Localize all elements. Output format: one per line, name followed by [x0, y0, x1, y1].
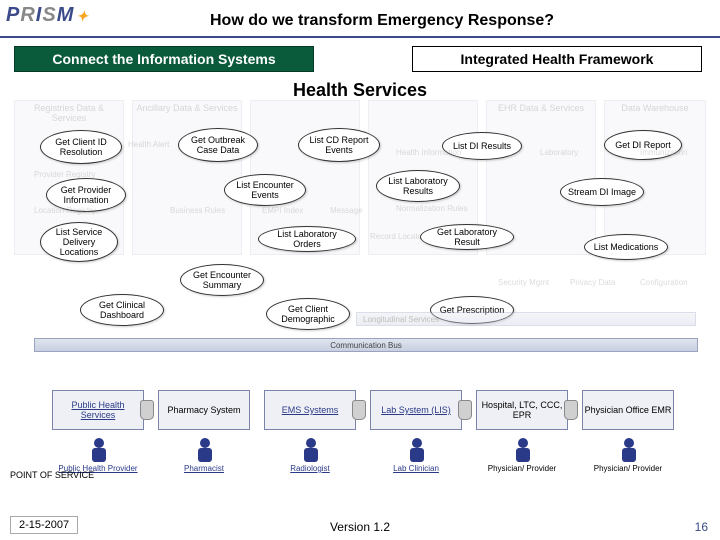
- faint-location-reg: Location Registry: [34, 206, 96, 215]
- role-lab-clinician[interactable]: Lab Clinician: [370, 464, 462, 473]
- svc-outbreak: Get Outbreak Case Data: [178, 128, 258, 162]
- person-icon: [198, 438, 212, 462]
- db-icon: [352, 400, 366, 420]
- domain-warehouse: Data Warehouse: [604, 100, 706, 255]
- person-icon: [304, 438, 318, 462]
- footer-page: 16: [695, 520, 708, 534]
- db-icon: [564, 400, 578, 420]
- faint-message: Message: [330, 206, 362, 215]
- pos-physician[interactable]: Physician Office EMR: [582, 390, 674, 430]
- faint-health-info: Health Information: [396, 148, 461, 157]
- role-pharmacist[interactable]: Pharmacist: [158, 464, 250, 473]
- faint-biz-rules: Business Rules: [170, 206, 225, 215]
- svc-cd-report: List CD Report Events: [298, 128, 380, 162]
- role-physician1: Physician/ Provider: [476, 464, 568, 473]
- longitudinal-bar: Longitudinal Services: [356, 312, 696, 326]
- footer-version: Version 1.2: [0, 520, 720, 534]
- person-icon: [516, 438, 530, 462]
- logo: PRISM✦: [6, 4, 89, 27]
- svc-delivery-loc: List Service Delivery Locations: [40, 222, 118, 262]
- faint-privacy: Privacy Data: [570, 278, 615, 287]
- svc-stream-di: Stream DI Image: [560, 178, 644, 206]
- svc-lab-results: List Laboratory Results: [376, 170, 460, 202]
- pos-public-health[interactable]: Public Health Services: [52, 390, 144, 430]
- pos-ems[interactable]: EMS Systems: [264, 390, 356, 430]
- connect-systems-banner: Connect the Information Systems: [14, 46, 314, 72]
- domain-ancillary: Ancillary Data & Services: [132, 100, 242, 255]
- faint-immunization: Immunization: [640, 148, 688, 157]
- communication-bus: Communication Bus: [34, 338, 698, 352]
- svc-demographic: Get Client Demographic: [266, 298, 350, 330]
- faint-laboratory: Laboratory: [540, 148, 578, 157]
- framework-label: Integrated Health Framework: [412, 46, 702, 72]
- svc-lab-orders: List Laboratory Orders: [258, 226, 356, 252]
- person-icon: [92, 438, 106, 462]
- role-physician2: Physician/ Provider: [582, 464, 674, 473]
- svc-client-id: Get Client ID Resolution: [40, 130, 122, 164]
- pos-hospital[interactable]: Hospital, LTC, CCC, EPR: [476, 390, 568, 430]
- faint-config: Configuration: [640, 278, 688, 287]
- svc-encounter-summary: Get Encounter Summary: [180, 264, 264, 296]
- pos-lab[interactable]: Lab System (LIS): [370, 390, 462, 430]
- faint-norm: Normalization Rules: [396, 204, 468, 213]
- svc-lab-result: Get Laboratory Result: [420, 224, 514, 250]
- page-title: How do we transform Emergency Response?: [210, 12, 554, 30]
- svc-medications: List Medications: [584, 234, 668, 260]
- health-services-heading: Health Services: [0, 80, 720, 101]
- faint-security: Security Mgmt: [498, 278, 549, 287]
- faint-record-locator: Record Locator: [370, 232, 425, 241]
- svc-dashboard: Get Clinical Dashboard: [80, 294, 164, 326]
- point-of-service-label: POINT OF SERVICE: [10, 470, 94, 480]
- faint-empi: EMPI Index: [262, 206, 303, 215]
- faint-health-alert: Health Alert: [128, 140, 169, 149]
- person-icon: [410, 438, 424, 462]
- role-radiologist[interactable]: Radiologist: [264, 464, 356, 473]
- header-rule: [0, 36, 720, 38]
- svc-encounter-events: List Encounter Events: [224, 174, 306, 206]
- db-icon: [458, 400, 472, 420]
- pos-pharmacy[interactable]: Pharmacy System: [158, 390, 250, 430]
- person-icon: [622, 438, 636, 462]
- db-icon: [140, 400, 154, 420]
- spark-icon: ✦: [76, 8, 89, 24]
